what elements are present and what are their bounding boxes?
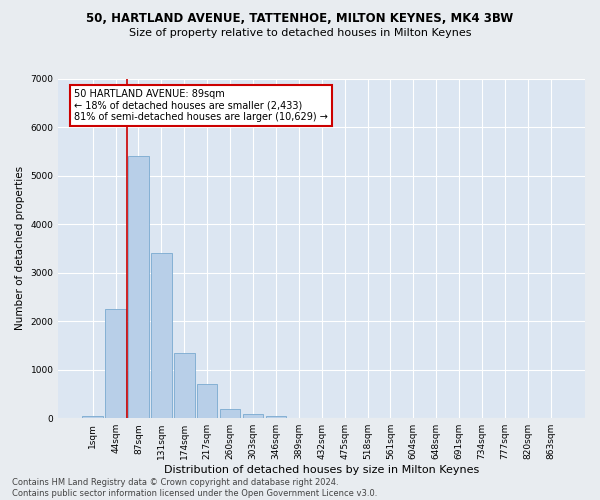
Bar bbox=[266, 416, 286, 418]
Text: 50, HARTLAND AVENUE, TATTENHOE, MILTON KEYNES, MK4 3BW: 50, HARTLAND AVENUE, TATTENHOE, MILTON K… bbox=[86, 12, 514, 26]
Text: 50 HARTLAND AVENUE: 89sqm
← 18% of detached houses are smaller (2,433)
81% of se: 50 HARTLAND AVENUE: 89sqm ← 18% of detac… bbox=[74, 88, 328, 122]
Bar bbox=[197, 384, 217, 418]
Text: Size of property relative to detached houses in Milton Keynes: Size of property relative to detached ho… bbox=[129, 28, 471, 38]
X-axis label: Distribution of detached houses by size in Milton Keynes: Distribution of detached houses by size … bbox=[164, 465, 479, 475]
Bar bbox=[174, 352, 194, 418]
Bar bbox=[105, 309, 126, 418]
Bar bbox=[82, 416, 103, 418]
Bar bbox=[151, 253, 172, 418]
Y-axis label: Number of detached properties: Number of detached properties bbox=[15, 166, 25, 330]
Bar bbox=[220, 408, 241, 418]
Bar bbox=[242, 414, 263, 418]
Text: Contains HM Land Registry data © Crown copyright and database right 2024.
Contai: Contains HM Land Registry data © Crown c… bbox=[12, 478, 377, 498]
Bar bbox=[128, 156, 149, 418]
